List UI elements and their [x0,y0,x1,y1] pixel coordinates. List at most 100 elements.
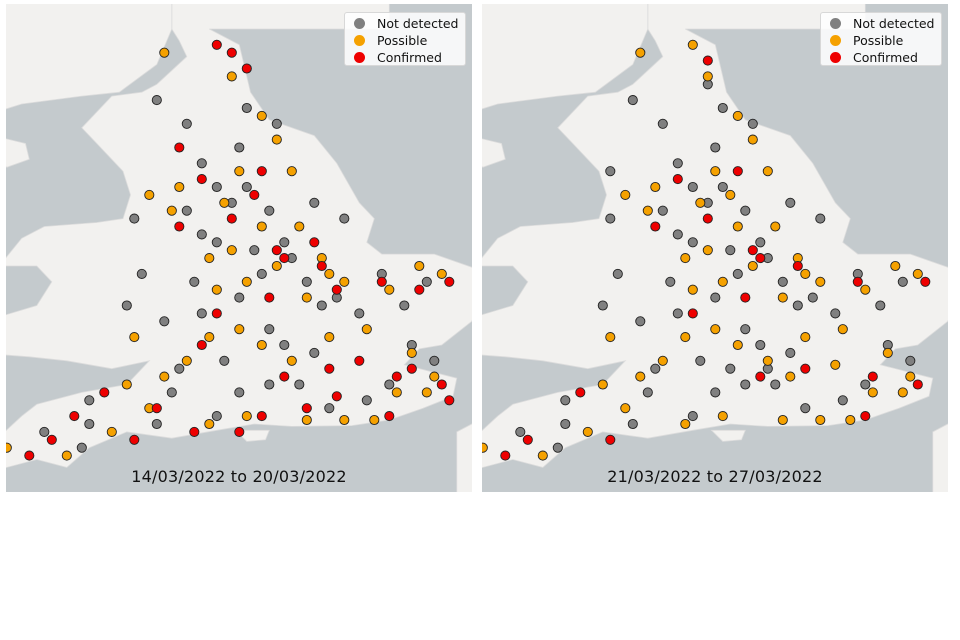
site-marker-not-detected[interactable] [309,197,320,208]
site-marker-possible[interactable] [339,414,350,426]
site-marker-not-detected[interactable] [740,324,751,335]
map-panel-2[interactable]: Not detected Possible Confirmed 21/03/20… [482,4,948,492]
site-marker-possible[interactable] [241,411,252,422]
site-marker-not-detected[interactable] [725,363,736,374]
site-marker-not-detected[interactable] [740,379,751,390]
site-marker-confirmed[interactable] [755,253,766,264]
site-marker-not-detected[interactable] [159,316,170,327]
site-marker-not-detected[interactable] [249,245,260,256]
site-marker-possible[interactable] [800,332,811,343]
site-marker-possible[interactable] [106,426,117,437]
site-marker-not-detected[interactable] [234,142,245,153]
site-marker-possible[interactable] [361,324,372,335]
site-marker-not-detected[interactable] [211,237,222,248]
site-marker-not-detected[interactable] [687,411,698,422]
site-marker-confirmed[interactable] [264,292,275,303]
site-marker-not-detected[interactable] [189,276,200,287]
site-marker-not-detected[interactable] [672,158,683,169]
site-marker-not-detected[interactable] [264,379,275,390]
site-marker-confirmed[interactable] [500,450,511,461]
site-marker-possible[interactable] [777,414,788,426]
site-marker-confirmed[interactable] [436,379,447,390]
site-marker-not-detected[interactable] [717,102,728,114]
site-marker-possible[interactable] [61,450,72,461]
site-marker-possible[interactable] [777,292,788,303]
site-marker-possible[interactable] [897,387,908,398]
site-marker-possible[interactable] [687,284,698,295]
site-marker-confirmed[interactable] [279,253,290,264]
site-marker-possible[interactable] [241,276,252,287]
site-marker-not-detected[interactable] [211,181,222,193]
site-marker-confirmed[interactable] [747,245,758,256]
site-marker-not-detected[interactable] [181,118,192,129]
site-marker-confirmed[interactable] [867,371,878,382]
site-marker-possible[interactable] [339,276,350,287]
site-marker-confirmed[interactable] [226,213,237,224]
site-marker-not-detected[interactable] [657,118,668,129]
site-marker-possible[interactable] [680,418,691,430]
site-marker-possible[interactable] [286,166,297,177]
site-marker-confirmed[interactable] [241,63,252,74]
site-marker-possible[interactable] [867,387,878,398]
site-marker-possible[interactable] [324,332,335,343]
site-marker-confirmed[interactable] [151,403,162,414]
site-marker-not-detected[interactable] [815,213,826,224]
site-marker-confirmed[interactable] [226,47,237,58]
site-marker-not-detected[interactable] [755,339,766,351]
site-marker-not-detected[interactable] [800,403,811,414]
site-marker-not-detected[interactable] [860,379,871,390]
site-marker-confirmed[interactable] [672,174,683,185]
site-marker-possible[interactable] [429,371,440,382]
site-marker-not-detected[interactable] [196,229,207,240]
site-marker-confirmed[interactable] [174,142,185,153]
site-marker-confirmed[interactable] [316,260,327,272]
site-marker-not-detected[interactable] [665,276,676,287]
site-marker-possible[interactable] [174,181,185,193]
site-marker-not-detected[interactable] [181,205,192,216]
site-marker-confirmed[interactable] [391,371,402,382]
site-marker-possible[interactable] [717,276,728,287]
site-marker-possible[interactable] [597,379,608,390]
site-marker-not-detected[interactable] [552,442,563,453]
site-marker-confirmed[interactable] [279,371,290,382]
site-marker-possible[interactable] [605,332,616,343]
site-marker-confirmed[interactable] [444,395,455,406]
site-marker-possible[interactable] [286,355,297,366]
site-marker-not-detected[interactable] [279,339,290,351]
site-marker-possible[interactable] [702,245,713,256]
site-marker-not-detected[interactable] [421,276,432,287]
site-marker-not-detected[interactable] [837,395,848,406]
site-marker-possible[interactable] [121,379,132,390]
site-marker-confirmed[interactable] [605,434,616,445]
site-marker-confirmed[interactable] [256,411,267,422]
site-marker-possible[interactable] [204,253,215,264]
site-marker-confirmed[interactable] [522,434,533,445]
site-marker-confirmed[interactable] [740,292,751,303]
site-marker-possible[interactable] [732,110,743,121]
site-marker-confirmed[interactable] [376,276,387,287]
site-marker-possible[interactable] [732,339,743,351]
site-marker-possible[interactable] [890,260,901,272]
site-marker-not-detected[interactable] [84,395,95,406]
site-marker-possible[interactable] [882,347,893,358]
site-marker-possible[interactable] [905,371,916,382]
site-marker-confirmed[interactable] [702,55,713,66]
site-marker-not-detected[interactable] [301,276,312,287]
site-marker-not-detected[interactable] [710,387,721,398]
site-marker-confirmed[interactable] [702,213,713,224]
site-marker-not-detected[interactable] [241,102,252,114]
site-marker-not-detected[interactable] [717,181,728,193]
site-marker-confirmed[interactable] [309,237,320,248]
site-marker-not-detected[interactable] [747,118,758,129]
site-marker-not-detected[interactable] [635,316,646,327]
site-marker-possible[interactable] [256,221,267,232]
site-marker-possible[interactable] [912,268,923,279]
site-marker-confirmed[interactable] [575,387,586,398]
site-marker-possible[interactable] [642,205,653,216]
site-marker-possible[interactable] [256,339,267,351]
site-marker-not-detected[interactable] [785,197,796,208]
site-marker-not-detected[interactable] [429,355,440,366]
site-marker-possible[interactable] [391,387,402,398]
site-marker-confirmed[interactable] [852,276,863,287]
site-marker-possible[interactable] [710,324,721,335]
